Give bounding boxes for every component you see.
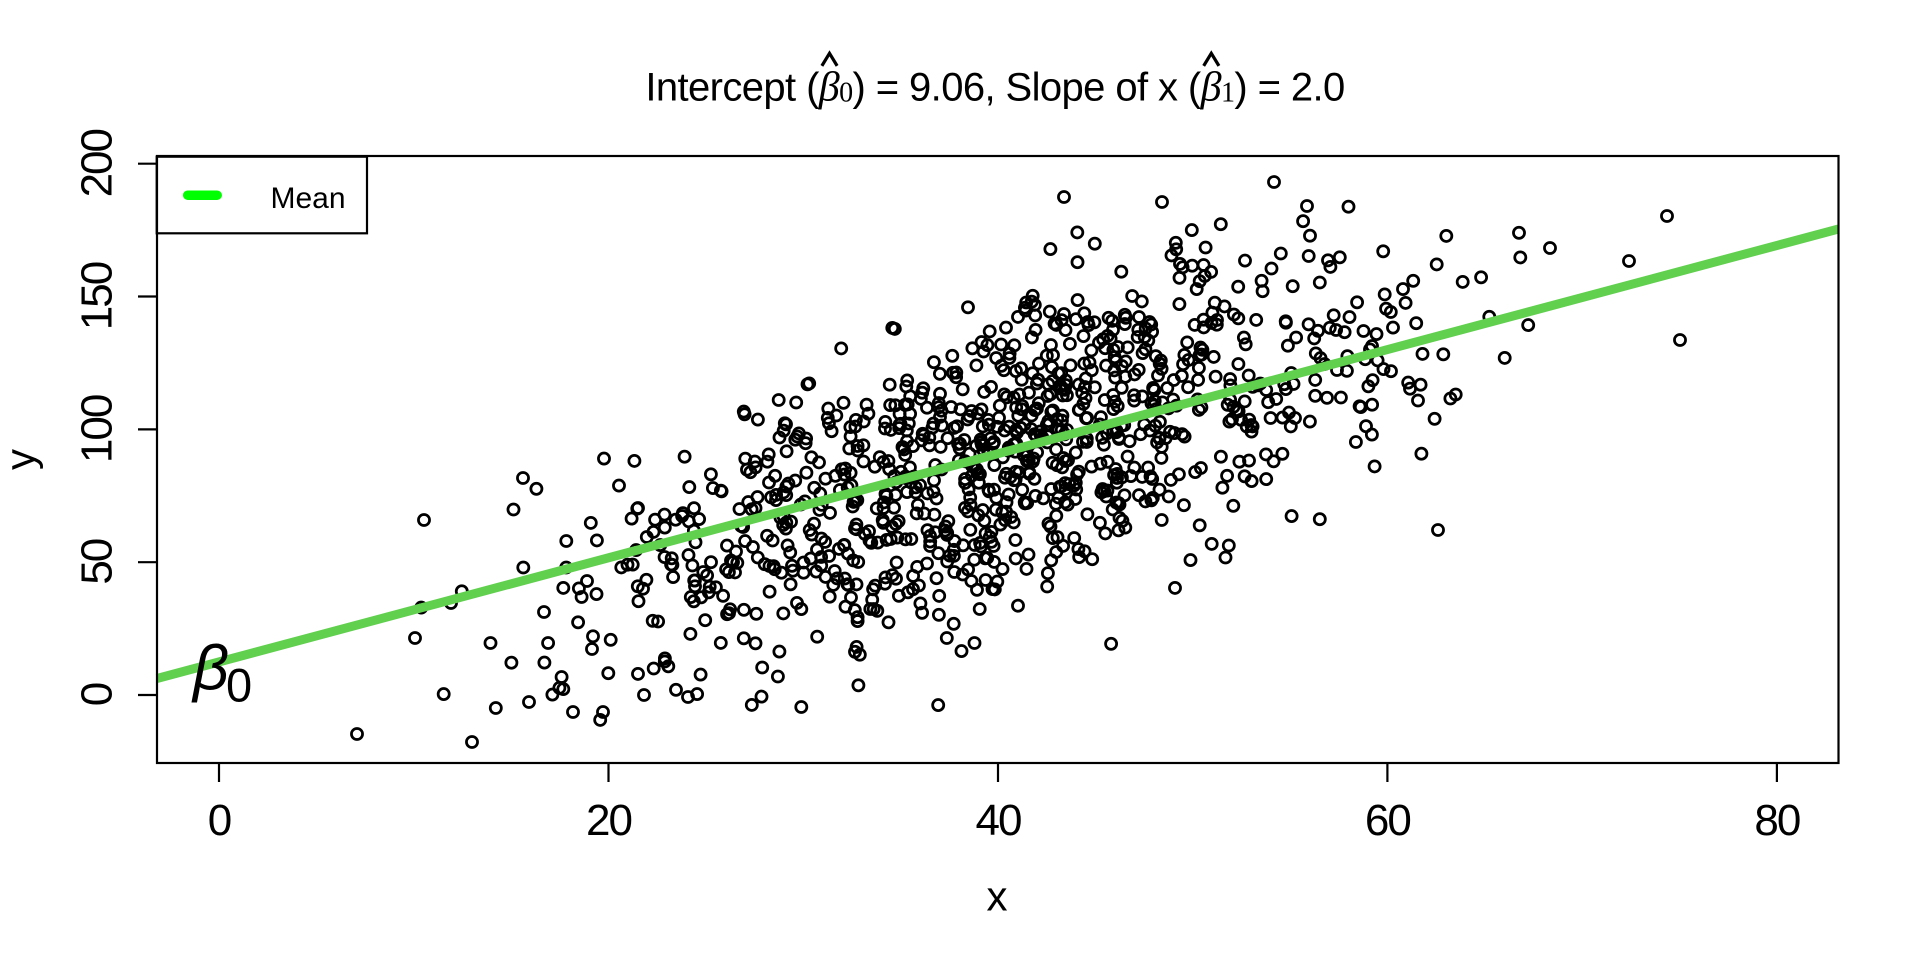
svg-text:Intercept (β0) = 9.06, Slope o: Intercept (β0) = 9.06, Slope of x (β1) =… bbox=[645, 65, 1344, 111]
svg-text:0: 0 bbox=[226, 659, 252, 712]
svg-text:100: 100 bbox=[73, 395, 122, 463]
svg-text:y: y bbox=[0, 449, 43, 470]
svg-text:0: 0 bbox=[208, 796, 231, 845]
svg-text:Mean: Mean bbox=[271, 182, 346, 215]
svg-text:0: 0 bbox=[73, 683, 122, 706]
svg-text:20: 20 bbox=[586, 796, 631, 845]
svg-text:40: 40 bbox=[976, 796, 1021, 845]
svg-text:β: β bbox=[191, 634, 229, 704]
svg-text:50: 50 bbox=[73, 539, 122, 584]
svg-text:80: 80 bbox=[1754, 796, 1799, 845]
svg-text:60: 60 bbox=[1365, 796, 1410, 845]
svg-text:150: 150 bbox=[73, 262, 122, 330]
svg-text:200: 200 bbox=[73, 129, 122, 197]
svg-text:x: x bbox=[987, 873, 1008, 920]
